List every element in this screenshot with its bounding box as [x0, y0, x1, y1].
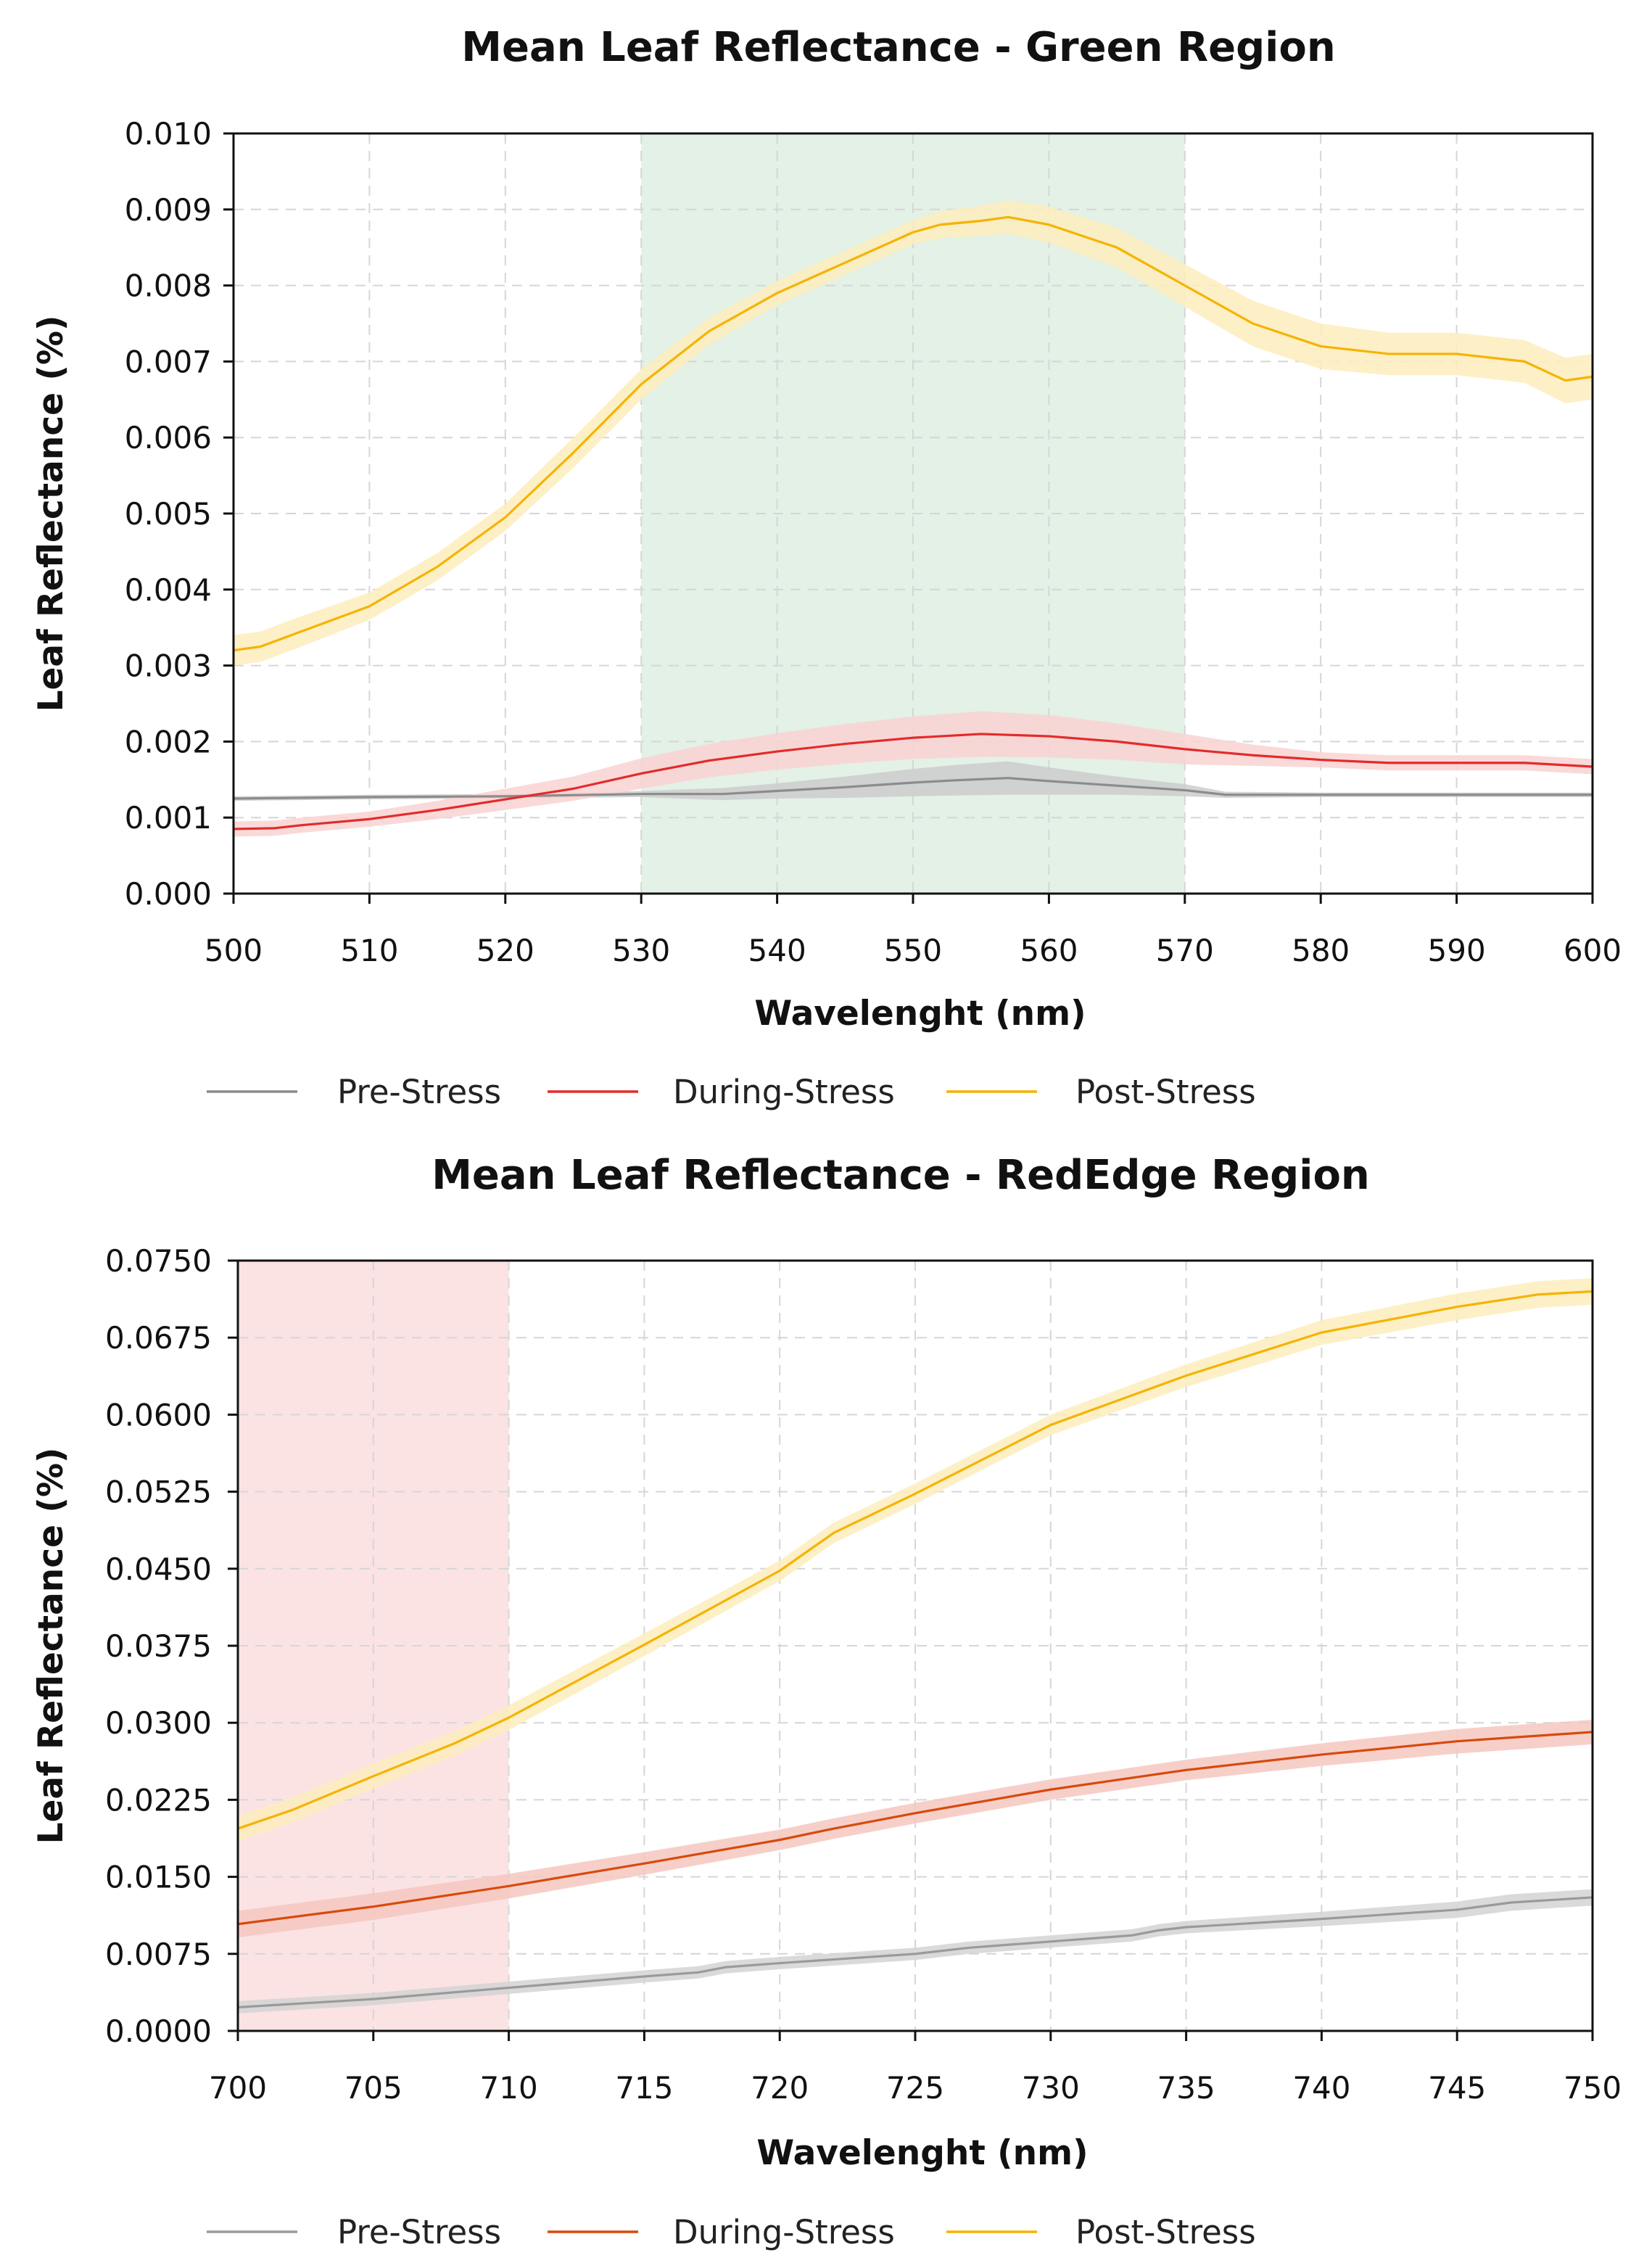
legend: Pre-Stress During-Stress Post-Stress: [207, 1073, 1256, 1111]
y-tick-label: 0.006: [125, 420, 212, 456]
x-tick-label: 730: [1022, 2070, 1080, 2106]
y-tick-label: 0.010: [125, 116, 212, 152]
y-tick-label: 0.0300: [105, 1705, 212, 1741]
y-tick-label: 0.0450: [105, 1551, 212, 1587]
x-tick-label: 705: [344, 2070, 402, 2106]
y-tick-label: 0.004: [125, 572, 212, 608]
series-line-during-stress: [237, 1731, 1593, 1926]
legend: Pre-Stress During-Stress Post-Stress: [207, 2213, 1256, 2251]
y-tick-label: 0.0375: [105, 1628, 212, 1664]
y-axis-label: Leaf Reflectance (%): [31, 1448, 71, 1844]
y-tick-label: 0.001: [125, 800, 212, 836]
band-pre-stress: [234, 761, 1593, 801]
y-tick-label: 0.003: [125, 648, 212, 684]
x-tick-label: 570: [1156, 933, 1214, 968]
band-during-stress: [234, 711, 1593, 837]
series-line-pre-stress: [237, 1896, 1593, 2009]
x-tick-label: 710: [480, 2070, 538, 2106]
legend-label: Pre-Stress: [337, 1073, 501, 1111]
x-axis-label: Wavelenght (nm): [756, 2133, 1088, 2173]
x-tick-label: 580: [1292, 933, 1350, 968]
y-tick-label: 0.005: [125, 496, 212, 532]
y-tick-label: 0.0075: [105, 1937, 212, 1972]
x-tick-label: 560: [1020, 933, 1078, 968]
x-tick-label: 745: [1428, 2070, 1486, 2106]
legend-label: During-Stress: [673, 2213, 895, 2251]
x-tick-label: 720: [751, 2070, 809, 2106]
y-tick-label: 0.0150: [105, 1860, 212, 1895]
x-tick-label: 700: [209, 2070, 267, 2106]
y-tick-label: 0.0675: [105, 1320, 212, 1356]
x-tick-label: 740: [1292, 2070, 1350, 2106]
y-tick-label: 0.0600: [105, 1397, 212, 1433]
y-tick-label: 0.0525: [105, 1475, 212, 1510]
y-tick-label: 0.0750: [105, 1243, 212, 1279]
legend-label: Post-Stress: [1075, 2213, 1256, 2251]
series-line-pre-stress: [233, 777, 1593, 800]
chart-title: Mean Leaf Reflectance - RedEdge Region: [431, 1152, 1370, 1199]
legend-label: Post-Stress: [1075, 1073, 1256, 1111]
x-tick-label: 750: [1564, 2070, 1622, 2106]
band-post-stress: [238, 1278, 1593, 1842]
x-tick-label: 590: [1428, 933, 1486, 968]
x-tick-label: 540: [748, 933, 806, 968]
chart-2: Mean Leaf Reflectance - RedEdge Region 70…: [31, 1152, 1622, 2251]
y-axis-label: Leaf Reflectance (%): [31, 316, 71, 712]
y-tick-label: 0.007: [125, 344, 212, 379]
y-tick-label: 0.008: [125, 268, 212, 304]
x-tick-label: 500: [205, 933, 263, 968]
y-tick-label: 0.009: [125, 192, 212, 228]
band-post-stress: [234, 200, 1593, 666]
legend-label: During-Stress: [673, 1073, 895, 1111]
series-line-during-stress: [233, 733, 1593, 830]
y-tick-label: 0.000: [125, 876, 212, 912]
x-tick-label: 510: [340, 933, 398, 968]
x-tick-label: 520: [476, 933, 534, 968]
chart-1: Mean Leaf Reflectance - Green Region 500 5…: [31, 24, 1622, 1111]
x-tick-label: 530: [612, 933, 670, 968]
x-tick-label: 725: [886, 2070, 944, 2106]
x-tick-label: 735: [1157, 2070, 1215, 2106]
chart-title: Mean Leaf Reflectance - Green Region: [461, 24, 1335, 71]
x-axis-label: Wavelenght (nm): [754, 994, 1086, 1034]
legend-label: Pre-Stress: [337, 2213, 501, 2251]
y-tick-label: 0.0225: [105, 1782, 212, 1818]
band-during-stress: [238, 1719, 1593, 1938]
x-tick-label: 600: [1564, 933, 1622, 968]
y-tick-label: 0.0000: [105, 2013, 212, 2049]
series-line-post-stress: [233, 215, 1593, 652]
series-line-post-stress: [237, 1290, 1593, 1830]
x-tick-label: 715: [615, 2070, 673, 2106]
y-tick-label: 0.002: [125, 724, 212, 759]
x-tick-label: 550: [884, 933, 942, 968]
